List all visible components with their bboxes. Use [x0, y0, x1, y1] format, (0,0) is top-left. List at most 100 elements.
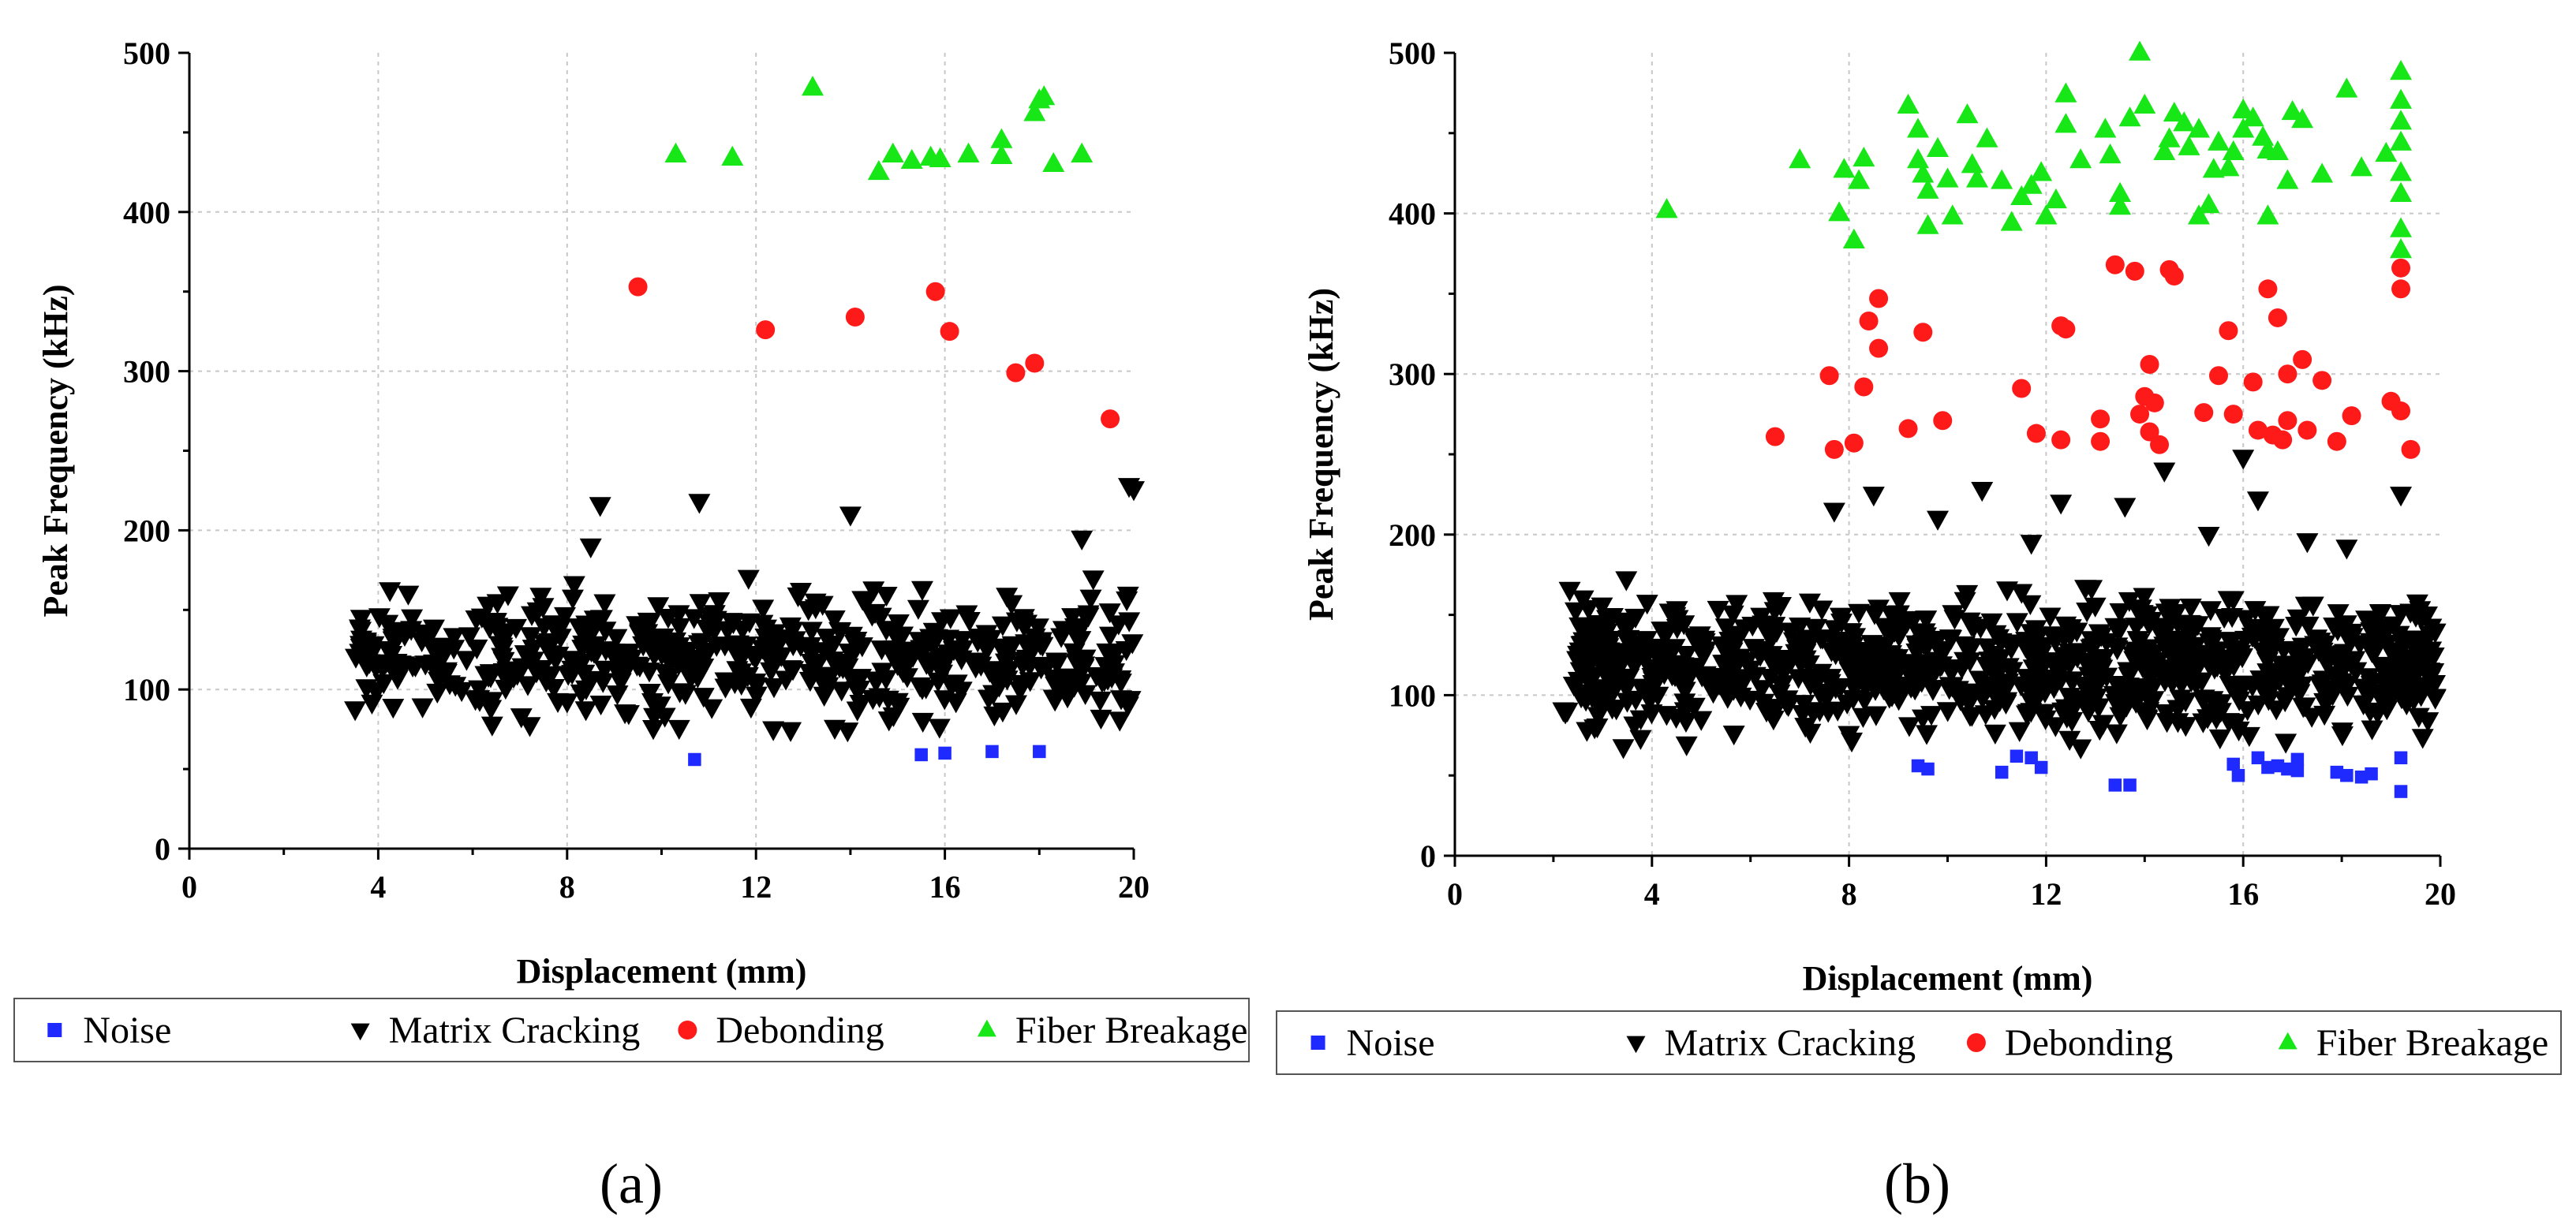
fiber-breakage-point-54: [2256, 204, 2279, 225]
matrix-cracking-point-971: [1956, 584, 1979, 606]
debonding-point-34: [2258, 279, 2278, 299]
matrix-cracking-point-373: [344, 701, 367, 722]
debonding-point-39: [2278, 364, 2297, 384]
matrix-cracking-point-810: [1570, 689, 1593, 709]
matrix-cracking-point-547: [983, 706, 1006, 726]
matrix-cracking-point-982: [2092, 715, 2114, 735]
matrix-cracking-point-317: [780, 722, 802, 742]
matrix-cracking-point-800: [1684, 658, 1707, 678]
matrix-cracking-point-0: [529, 588, 552, 608]
matrix-cracking-point-1001: [1927, 510, 1950, 531]
y-tick-label: 100: [123, 672, 170, 707]
debonding-point-47: [2391, 279, 2411, 299]
matrix-cracking-point-913: [1763, 602, 1786, 622]
matrix-cracking-point-622: [1577, 599, 1600, 621]
y-tick-label: 0: [155, 831, 170, 867]
matrix-cracking-point-1010: [1823, 502, 1845, 523]
legend-marker-fiber-breakage-point-0: [977, 1019, 996, 1037]
matrix-cracking-point-956: [1860, 635, 1883, 655]
fiber-breakage-point-28: [2054, 113, 2077, 133]
matrix-cracking-point-916: [2255, 623, 2278, 644]
matrix-cracking-point-399: [455, 651, 478, 671]
matrix-cracking-point-543: [722, 614, 745, 635]
matrix-cracking-point-722: [2341, 628, 2364, 648]
matrix-cracking-point-272: [510, 708, 533, 729]
matrix-cracking-point-747: [1663, 639, 1686, 659]
debonding-point-22: [2140, 354, 2159, 374]
legend-label-matrix-cracking: Matrix Cracking: [389, 1010, 641, 1051]
matrix-cracking-point-77: [875, 586, 898, 607]
matrix-cracking-point-983: [2179, 598, 2202, 619]
matrix-cracking-point-801: [2040, 652, 2063, 673]
matrix-cracking-point-500: [692, 659, 715, 679]
fiber-breakage-point-3: [867, 159, 890, 181]
matrix-cracking-point-903: [2106, 637, 2129, 658]
matrix-cracking-point-421: [575, 615, 598, 636]
matrix-cracking-point-524: [376, 614, 399, 635]
matrix-cracking-point-514: [2366, 704, 2389, 725]
debonding-point-0: [628, 277, 648, 297]
debonding-point-37: [2273, 430, 2293, 450]
matrix-cracking-point-991: [1912, 634, 1935, 655]
matrix-cracking-point-434: [1089, 691, 1112, 712]
matrix-cracking-point-946: [2043, 679, 2066, 700]
matrix-cracking-point-843: [1961, 707, 1983, 727]
matrix-cracking-point-520: [557, 666, 580, 686]
matrix-cracking-point-328: [382, 699, 405, 719]
debonding-point-1: [756, 320, 776, 340]
fiber-breakage-point-35: [2129, 40, 2152, 61]
y-tick-label: 300: [123, 354, 170, 390]
matrix-cracking-point-503: [877, 690, 899, 711]
matrix-cracking-point-264: [617, 705, 640, 726]
matrix-cracking-point-552: [839, 506, 862, 527]
debonding-point-5: [1006, 363, 1026, 383]
matrix-cracking-point-402: [713, 636, 736, 657]
matrix-cracking-point-488: [380, 645, 403, 666]
matrix-cracking-point-951: [2062, 671, 2084, 692]
matrix-cracking-point-667: [2313, 705, 2336, 726]
matrix-cracking-point-348: [730, 663, 753, 684]
fiber-breakage-point-17: [1961, 153, 1983, 174]
matrix-cracking-point-484: [432, 640, 455, 661]
x-tick-label: 0: [181, 869, 197, 905]
matrix-cracking-point-647: [2066, 648, 2089, 669]
matrix-cracking-point-95: [519, 627, 542, 648]
matrix-cracking-point-526: [895, 651, 918, 673]
fiber-breakage-point-2: [1828, 201, 1851, 222]
noise-point-12: [2271, 759, 2285, 773]
matrix-cracking-point-844: [1830, 677, 1853, 699]
noise-point-1: [914, 748, 928, 762]
matrix-cracking-point-892: [2052, 647, 2075, 667]
debonding-point-13: [2051, 430, 2071, 450]
matrix-cracking-point-945: [1647, 662, 1670, 682]
matrix-cracking-point-785: [2185, 659, 2208, 680]
matrix-cracking-point-330: [738, 613, 761, 633]
matrix-cracking-point-870: [1924, 651, 1947, 672]
legend-label-matrix-cracking: Matrix Cracking: [1664, 1022, 1916, 1064]
matrix-cracking-point-46: [752, 599, 775, 620]
matrix-cracking-point-29: [682, 609, 705, 629]
matrix-cracking-point-211: [1692, 647, 1715, 667]
matrix-cracking-point-455: [754, 628, 777, 649]
fiber-breakage-point-36: [2133, 93, 2156, 114]
matrix-cracking-point-802: [1578, 617, 1601, 637]
matrix-cracking-point-495: [1121, 634, 1144, 655]
matrix-cracking-point-829: [2158, 633, 2181, 653]
fiber-breakage-point-19: [1976, 127, 1998, 147]
matrix-cracking-point-360: [657, 674, 680, 695]
debonding-point-25: [2150, 435, 2170, 454]
matrix-cracking-point-509: [604, 651, 627, 672]
y-tick-label: 200: [1389, 517, 1436, 553]
fiber-breakage-point-52: [2252, 125, 2275, 146]
legend-box: [1276, 1010, 2562, 1075]
matrix-cracking-point-1003: [2050, 495, 2073, 515]
matrix-cracking-point-514: [361, 694, 383, 715]
matrix-cracking-point-298: [800, 621, 823, 642]
matrix-cracking-point-353: [828, 621, 851, 643]
debonding-point-1: [1819, 366, 1839, 386]
matrix-cracking-point-389: [762, 640, 785, 660]
matrix-cracking-point-861: [2118, 666, 2140, 687]
matrix-cracking-point-796: [2256, 663, 2279, 684]
matrix-cracking-point-966: [2089, 670, 2112, 691]
matrix-cracking-point-541: [1116, 586, 1139, 607]
